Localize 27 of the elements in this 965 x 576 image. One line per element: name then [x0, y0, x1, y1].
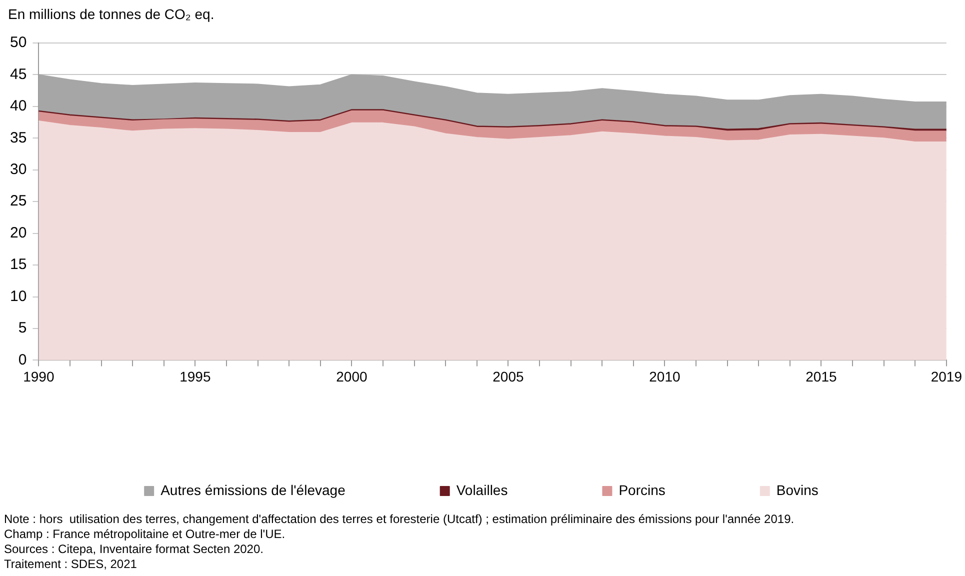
y-tick-label: 20	[10, 224, 27, 242]
x-tick-label: 1995	[180, 368, 211, 384]
y-axis-title: En millions de tonnes de CO₂ eq.	[8, 6, 214, 22]
text: Champ : France métropolitaine et Outre-mer de l'UE.	[4, 527, 286, 542]
y-tick-label: 15	[10, 256, 27, 274]
y-tick-label: 0	[18, 351, 27, 368]
x-tick-label: 2019	[930, 368, 962, 384]
legend-label: Autres émissions de l'élevage	[160, 482, 346, 498]
legend-label: Porcins	[618, 482, 666, 498]
legend-label: Volailles	[456, 482, 508, 498]
y-tick-label: 45	[10, 66, 27, 83]
y-tick-label: 35	[10, 129, 27, 146]
source-note: Sources : Citepa, Inventaire format Secten 2020.	[4, 542, 264, 557]
text: Note : hors utilisation des terres, changement d'affectation des terres et foresterie (Utcatf) ; estimation préliminaire des émissions pour l'année 2019.	[4, 512, 794, 527]
y-tick-label: 40	[10, 98, 27, 115]
text: Traitement : SDES, 2021	[4, 557, 138, 572]
y-tick-label: 5	[18, 320, 27, 337]
x-tick-label: 2015	[806, 368, 837, 384]
y-tick-label: 10	[10, 288, 27, 305]
y-tick-label: 30	[10, 161, 27, 178]
x-tick-label: 2005	[492, 368, 524, 384]
x-tick-label: 2010	[649, 368, 680, 384]
x-tick-label: 1990	[23, 368, 54, 384]
legend-label: Bovins	[776, 482, 818, 498]
y-tick-label: 25	[10, 192, 27, 210]
x-tick-label: 2000	[336, 368, 368, 384]
y-tick-label: 50	[10, 34, 27, 52]
